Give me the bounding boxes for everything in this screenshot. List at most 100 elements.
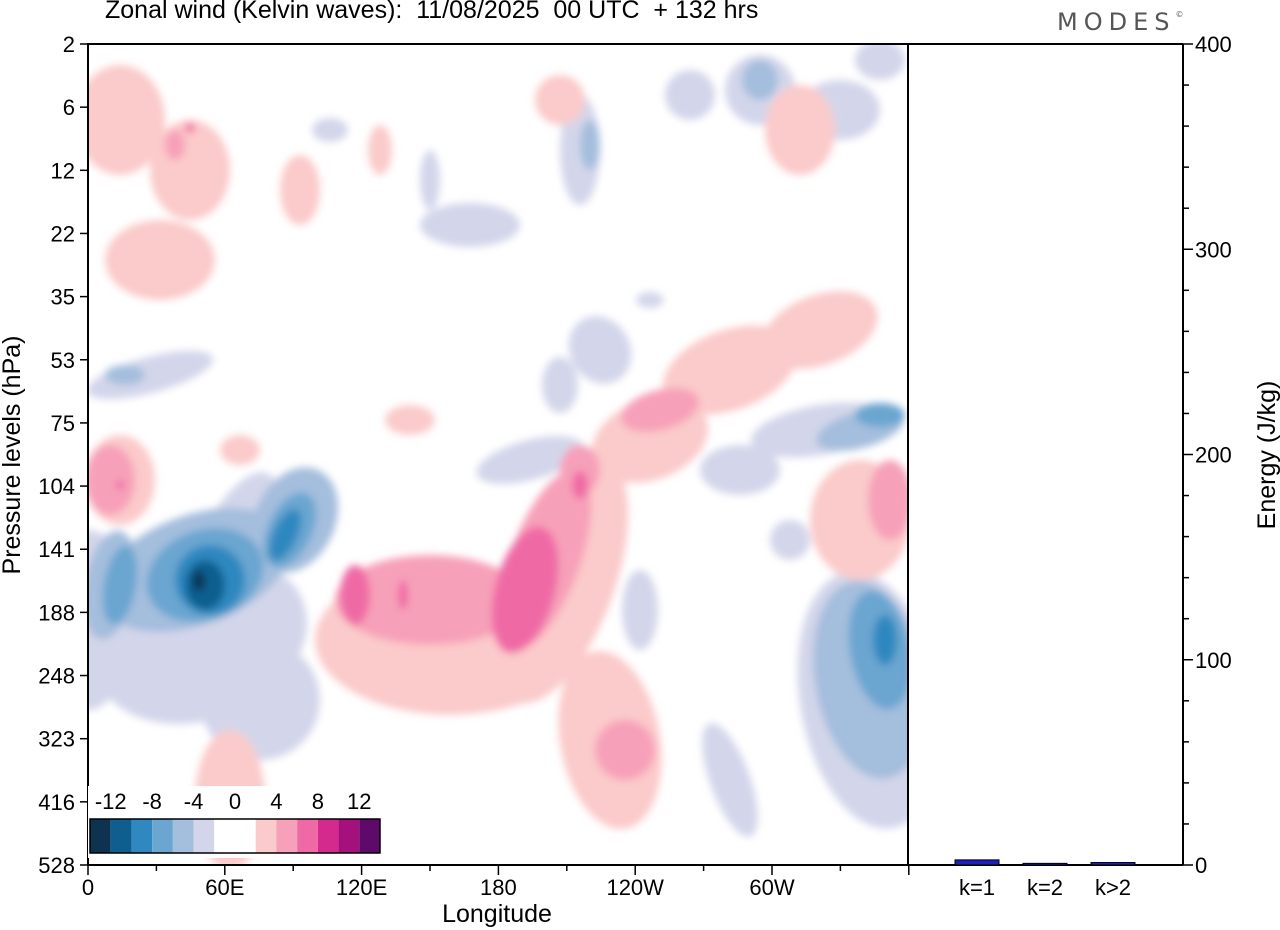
x-tick-label: 0 <box>82 875 94 900</box>
energy-y-axis: 0 100 200 300 400 <box>1183 32 1232 878</box>
x-tick-label: 60W <box>749 875 794 900</box>
colorbar-cell <box>110 819 132 853</box>
colorbar-cell <box>214 819 235 853</box>
wind-contour <box>420 203 520 247</box>
colorbar-cell <box>359 819 380 853</box>
energy-bar <box>1022 862 1068 866</box>
wind-contour <box>742 60 778 100</box>
colorbar-labels: -12 -8 -4 0 4 8 12 <box>95 789 372 814</box>
y-tick-label: 416 <box>38 790 75 815</box>
y-tick-label: 188 <box>38 600 75 625</box>
colorbar-label: 0 <box>229 789 241 814</box>
wind-contour <box>568 316 632 384</box>
y-tick-label: 104 <box>38 474 75 499</box>
wind-contour <box>855 44 905 80</box>
y-tick-label: 75 <box>51 411 75 436</box>
brand-mark: © <box>1175 10 1184 19</box>
wind-contour <box>476 436 584 484</box>
wind-contour <box>185 123 195 133</box>
x-axis-label: Longitude <box>442 900 552 928</box>
wind-contour <box>398 580 408 610</box>
wind-contour <box>193 571 205 591</box>
colorbar-label: -4 <box>184 789 204 814</box>
energy-tick-label: 200 <box>1195 443 1232 468</box>
energy-bar <box>954 859 1000 866</box>
chart-title: Zonal wind (Kelvin waves): 11/08/2025 00… <box>105 0 759 24</box>
y-tick-label: 12 <box>51 158 75 183</box>
wind-contour <box>88 65 165 175</box>
wind-contour <box>855 403 905 427</box>
energy-tick-label: 300 <box>1195 237 1232 262</box>
wind-contour <box>491 526 559 654</box>
wind-field <box>88 44 908 865</box>
wind-contour <box>335 555 525 645</box>
colorbar-cell <box>152 819 173 853</box>
colorbar-cell <box>172 819 194 853</box>
colorbar-cell <box>193 819 215 853</box>
colorbar-label: -8 <box>142 789 162 814</box>
y-tick-label: 53 <box>51 348 75 373</box>
wind-contour <box>700 445 780 495</box>
wind-contour <box>868 460 908 540</box>
colorbar-cell <box>317 819 339 853</box>
x-tick-label: 180 <box>480 875 517 900</box>
y-tick-label: 22 <box>51 221 75 246</box>
colorbar-label: 12 <box>347 789 371 814</box>
wind-contour <box>636 292 664 308</box>
y-tick-label: 6 <box>63 95 75 120</box>
colorbar-label: -12 <box>95 789 127 814</box>
wind-contour <box>185 560 225 610</box>
colorbar-cell <box>235 819 256 853</box>
y-axis-label: Pressure levels (hPa) <box>0 336 26 575</box>
wind-contour <box>220 435 260 465</box>
wind-contour <box>105 220 215 300</box>
wind-contour <box>385 405 435 435</box>
wind-contour <box>268 509 302 561</box>
wind-contour <box>765 85 835 175</box>
colorbar-cell <box>255 819 277 853</box>
wind-contour <box>542 357 578 413</box>
colorbar-label: 4 <box>270 789 282 814</box>
y-tick-label: 35 <box>51 285 75 310</box>
colorbar-cell <box>131 819 153 853</box>
energy-axis-label: Energy (J/kg) <box>1253 381 1280 530</box>
y-axis: 2 6 12 22 35 53 75 104 141 188 248 323 416 528 <box>38 32 88 878</box>
y-tick-label: 248 <box>38 664 75 689</box>
energy-bar <box>1090 862 1136 866</box>
colorbar-cell <box>338 819 360 853</box>
modes-logo: MODES© <box>1057 8 1183 36</box>
brand-name: MODES <box>1057 8 1176 36</box>
wind-contour <box>116 480 124 490</box>
energy-category-label: k=1 <box>959 875 995 900</box>
colorbar-label: 8 <box>312 789 324 814</box>
x-tick-label: 120W <box>606 875 664 900</box>
energy-bars <box>954 859 1136 866</box>
y-tick-label: 2 <box>63 32 75 57</box>
wind-contour <box>88 445 135 515</box>
energy-tick-label: 100 <box>1195 648 1232 673</box>
wind-contour <box>702 723 758 837</box>
colorbar: -12 -8 -4 0 4 8 12 <box>88 786 382 858</box>
wind-contour <box>150 120 230 220</box>
colorbar-cell <box>90 819 111 853</box>
wind-contour <box>572 471 588 499</box>
wind-contour <box>368 125 392 175</box>
wind-contour <box>665 70 715 120</box>
y-tick-label: 141 <box>38 537 75 562</box>
energy-tick-label: 400 <box>1195 32 1232 57</box>
wind-contour <box>340 565 370 625</box>
wind-contour <box>621 388 699 432</box>
energy-panel: 0 100 200 300 400 k=1 k=2 k>2 Energy (J/kg) <box>908 32 1280 900</box>
wind-contour <box>102 545 138 625</box>
energy-x-axis: k=1 k=2 k>2 <box>959 875 1131 900</box>
colorbar-cells <box>89 818 381 854</box>
colorbar-cell <box>276 819 298 853</box>
wind-contour <box>622 570 658 650</box>
wind-contour <box>88 350 213 400</box>
wind-contour <box>873 615 897 665</box>
x-axis: 0 60E 120E 180 120W 60W <box>82 865 910 900</box>
colorbar-frame <box>89 818 381 854</box>
wind-contour <box>280 155 320 225</box>
energy-category-label: k>2 <box>1095 875 1131 900</box>
wind-contour <box>770 520 810 560</box>
